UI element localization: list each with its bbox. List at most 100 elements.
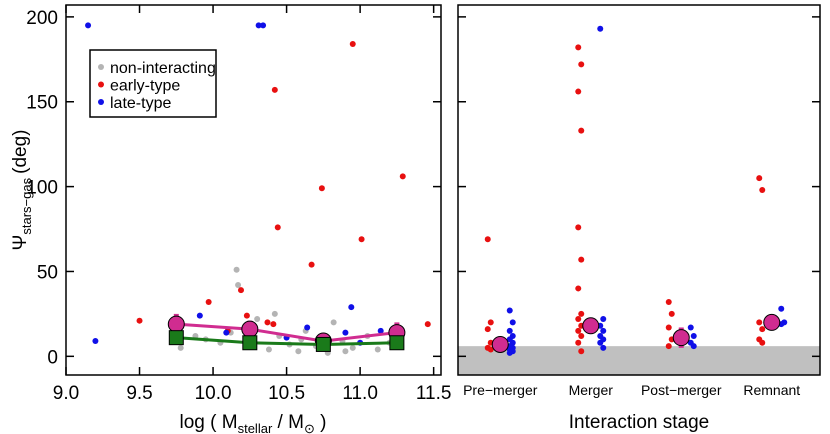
plot-frame bbox=[457, 4, 821, 376]
point bbox=[578, 332, 585, 339]
point bbox=[575, 44, 582, 51]
point bbox=[756, 175, 763, 182]
legend-marker bbox=[98, 99, 104, 105]
point bbox=[295, 348, 302, 355]
legend-label: non-interacting bbox=[110, 60, 216, 77]
point bbox=[575, 285, 582, 292]
point bbox=[424, 321, 431, 328]
x-label-sub: stellar bbox=[238, 421, 273, 434]
point bbox=[377, 327, 384, 334]
point bbox=[271, 86, 278, 93]
point bbox=[271, 310, 278, 317]
point bbox=[330, 319, 337, 326]
x-tick-label: Post−merger bbox=[641, 382, 722, 398]
point bbox=[399, 173, 406, 180]
point bbox=[690, 343, 697, 350]
point bbox=[318, 185, 325, 192]
point bbox=[575, 327, 582, 334]
point bbox=[759, 339, 766, 346]
point bbox=[274, 224, 281, 231]
point bbox=[578, 310, 585, 317]
median-point bbox=[315, 336, 331, 352]
point bbox=[255, 22, 262, 29]
x-label-sub2: ⊙ bbox=[304, 421, 315, 434]
point bbox=[85, 22, 92, 29]
point bbox=[196, 312, 203, 319]
median-point bbox=[582, 317, 600, 335]
point bbox=[374, 346, 381, 353]
point bbox=[778, 305, 785, 312]
point bbox=[600, 344, 607, 351]
legend-marker bbox=[98, 64, 104, 70]
point bbox=[238, 287, 244, 294]
point bbox=[243, 312, 250, 319]
point bbox=[484, 326, 491, 333]
y-label-symbol: Ψ bbox=[10, 235, 31, 251]
y-label-sub: stars−gas bbox=[19, 177, 34, 234]
point bbox=[600, 315, 607, 322]
y-tick-label: 100 bbox=[26, 178, 58, 199]
point bbox=[575, 339, 582, 346]
point bbox=[264, 319, 271, 326]
point bbox=[349, 344, 356, 351]
x-label-mid: / M bbox=[272, 412, 304, 433]
median-point bbox=[491, 335, 509, 353]
point bbox=[668, 310, 675, 317]
median-point bbox=[167, 315, 185, 333]
x-tick-label: 9.5 bbox=[126, 383, 152, 404]
point bbox=[597, 339, 604, 346]
median-point bbox=[672, 329, 690, 347]
x-tick-label: 10.0 bbox=[195, 383, 232, 404]
point bbox=[597, 25, 604, 32]
x-tick-label: Merger bbox=[569, 382, 614, 398]
point bbox=[348, 304, 355, 311]
y-tick-label: 0 bbox=[47, 347, 58, 368]
point bbox=[177, 344, 184, 351]
point bbox=[270, 321, 277, 328]
point bbox=[205, 299, 212, 306]
x-tick-label: 11.0 bbox=[342, 383, 378, 404]
point bbox=[358, 236, 365, 243]
point bbox=[254, 315, 261, 322]
point bbox=[136, 317, 143, 324]
point bbox=[759, 187, 766, 193]
point bbox=[575, 224, 582, 231]
median-point bbox=[168, 330, 184, 346]
point bbox=[265, 346, 272, 353]
y-tick-label: 50 bbox=[37, 262, 58, 283]
x-tick-label: 9.0 bbox=[53, 383, 79, 404]
point bbox=[575, 315, 582, 322]
point bbox=[578, 127, 585, 134]
median-point bbox=[763, 313, 781, 331]
shaded-region bbox=[458, 346, 820, 375]
point bbox=[487, 346, 494, 353]
y-label-unit: (deg) bbox=[10, 130, 31, 174]
legend-marker bbox=[98, 81, 104, 88]
point bbox=[92, 338, 99, 345]
point bbox=[349, 41, 356, 48]
point bbox=[690, 332, 697, 339]
median-line bbox=[176, 336, 397, 346]
legend-label: late-type bbox=[110, 95, 171, 112]
point bbox=[487, 319, 494, 326]
point bbox=[756, 319, 763, 326]
x-tick-label: Remnant bbox=[743, 382, 800, 398]
plot-frame bbox=[65, 4, 442, 376]
x-label-post: ) bbox=[315, 412, 327, 433]
point bbox=[687, 324, 694, 331]
point bbox=[304, 324, 311, 331]
point bbox=[484, 236, 491, 243]
y-tick-label: 150 bbox=[26, 93, 58, 114]
point bbox=[235, 282, 242, 289]
x-label-pre: log ( M bbox=[180, 412, 238, 433]
point bbox=[506, 349, 513, 356]
median-line bbox=[176, 322, 398, 343]
point bbox=[578, 256, 585, 263]
median-point bbox=[242, 335, 258, 351]
point bbox=[233, 266, 240, 273]
point bbox=[665, 324, 672, 331]
point bbox=[509, 319, 516, 326]
median-point bbox=[241, 320, 259, 338]
point bbox=[759, 326, 766, 333]
